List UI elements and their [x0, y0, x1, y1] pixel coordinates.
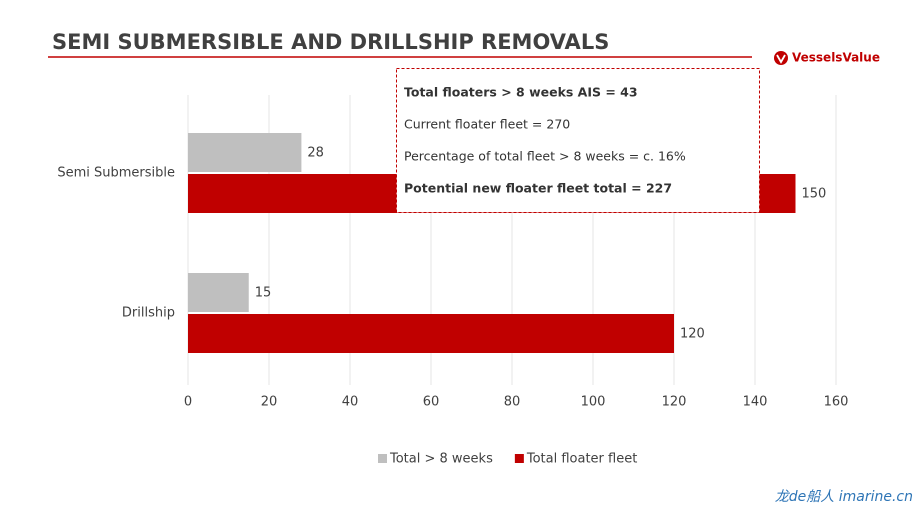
logo-icon — [774, 51, 788, 65]
x-tick-label: 100 — [581, 395, 606, 410]
data-label: 150 — [802, 187, 827, 202]
bar — [188, 314, 674, 353]
annotation: Percentage of total fleet > 8 weeks = c.… — [404, 149, 686, 164]
legend-swatch — [514, 454, 524, 463]
watermark: 龙de船人 imarine.cn — [775, 489, 913, 505]
x-tick-label: 0 — [184, 395, 192, 410]
logo: VesselsValue — [792, 51, 880, 65]
x-tick-label: 160 — [824, 395, 849, 410]
chart-title: SEMI SUBMERSIBLE AND DRILLSHIP REMOVALS — [52, 30, 609, 54]
annotation-box — [396, 68, 760, 213]
legend-label: Total floater fleet — [526, 452, 637, 467]
data-label: 28 — [307, 146, 324, 161]
x-tick-label: 40 — [342, 395, 359, 410]
data-label: 15 — [255, 286, 272, 301]
data-label: 120 — [680, 327, 705, 342]
x-tick-label: 120 — [662, 395, 687, 410]
legend-swatch — [378, 454, 387, 463]
y-tick-label: Drillship — [122, 306, 175, 321]
bar — [188, 133, 302, 172]
bar — [188, 273, 249, 312]
x-tick-label: 80 — [504, 395, 521, 410]
annotation: Current floater fleet = 270 — [404, 117, 570, 132]
annotation: Total floaters > 8 weeks AIS = 43 — [404, 85, 638, 100]
legend-label: Total > 8 weeks — [389, 452, 493, 467]
annotation: Potential new floater fleet total = 227 — [404, 181, 672, 196]
y-tick-label: Semi Submersible — [57, 166, 175, 181]
logo-mark — [776, 54, 786, 64]
x-tick-label: 20 — [261, 395, 278, 410]
x-tick-label: 140 — [743, 395, 768, 410]
x-tick-label: 60 — [423, 395, 440, 410]
